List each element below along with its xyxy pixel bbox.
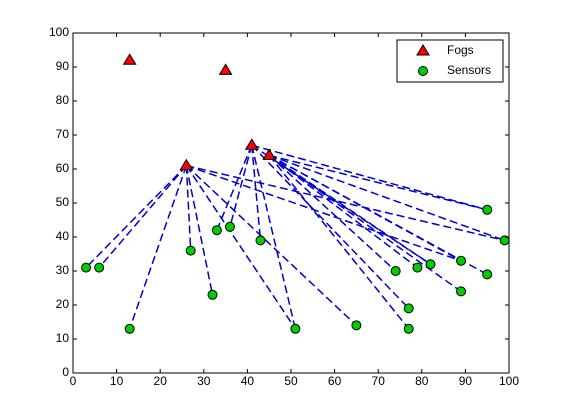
link	[268, 154, 418, 269]
point	[456, 286, 467, 297]
point	[290, 323, 301, 334]
y-tick-label: 0	[62, 365, 69, 379]
y-tick-label: 80	[56, 93, 70, 107]
x-tick-label: 20	[154, 374, 168, 388]
point	[262, 148, 277, 160]
link	[128, 165, 188, 330]
link	[251, 144, 410, 309]
marks	[81, 53, 510, 334]
link	[268, 154, 462, 262]
x-tick-label: 10	[110, 374, 124, 388]
x-tick-label: 60	[328, 374, 342, 388]
link	[251, 145, 262, 241]
x-tick-label: 80	[415, 374, 429, 388]
point	[81, 262, 92, 273]
link	[268, 154, 397, 272]
point	[482, 269, 493, 280]
y-tick-label: 100	[49, 25, 69, 39]
point	[211, 225, 222, 236]
link	[251, 144, 488, 211]
link	[268, 154, 431, 265]
x-tick-label: 70	[372, 374, 386, 388]
legend-marker	[416, 44, 430, 56]
link	[268, 154, 505, 242]
legend-marker	[418, 66, 428, 76]
point	[403, 303, 414, 314]
link	[229, 145, 253, 227]
link	[251, 145, 297, 329]
x-tick-label: 0	[70, 374, 77, 388]
y-tick-label: 90	[56, 59, 70, 73]
link	[185, 165, 296, 330]
point	[185, 245, 196, 256]
point	[224, 221, 235, 232]
point	[390, 266, 401, 276]
x-tick-label: 100	[499, 374, 519, 388]
point	[412, 262, 423, 273]
point	[122, 53, 137, 65]
point	[94, 262, 105, 273]
x-tick-label: 90	[459, 374, 473, 388]
legend-label: Sensors	[447, 63, 491, 77]
link	[269, 154, 488, 211]
link	[185, 165, 357, 326]
x-tick-label: 30	[197, 374, 211, 388]
link	[268, 154, 410, 330]
link	[186, 164, 505, 242]
link	[185, 165, 192, 251]
y-tick-label: 30	[56, 263, 70, 277]
point	[218, 63, 233, 75]
point	[403, 323, 414, 334]
link	[98, 165, 187, 269]
link	[185, 165, 214, 295]
link	[216, 144, 253, 231]
y-tick-label: 40	[56, 229, 70, 243]
legend-label: Fogs	[447, 43, 474, 57]
link	[186, 164, 462, 262]
y-tick-label: 70	[56, 127, 70, 141]
y-tick-label: 10	[56, 331, 70, 345]
legend-box	[396, 39, 504, 83]
point	[179, 158, 194, 171]
legend: Fogs Sensors	[396, 39, 504, 83]
point	[351, 320, 362, 331]
point	[124, 323, 135, 334]
y-tick-label: 60	[56, 161, 70, 175]
point	[456, 255, 467, 266]
plot-area	[73, 33, 509, 373]
point	[244, 138, 259, 150]
point	[255, 235, 266, 246]
y-tick-label: 50	[56, 195, 70, 209]
point	[207, 289, 218, 300]
x-tick-label: 50	[284, 374, 298, 388]
x-tick-label: 40	[241, 374, 255, 388]
point	[425, 259, 436, 270]
point	[482, 204, 493, 215]
y-tick-label: 20	[56, 297, 70, 311]
